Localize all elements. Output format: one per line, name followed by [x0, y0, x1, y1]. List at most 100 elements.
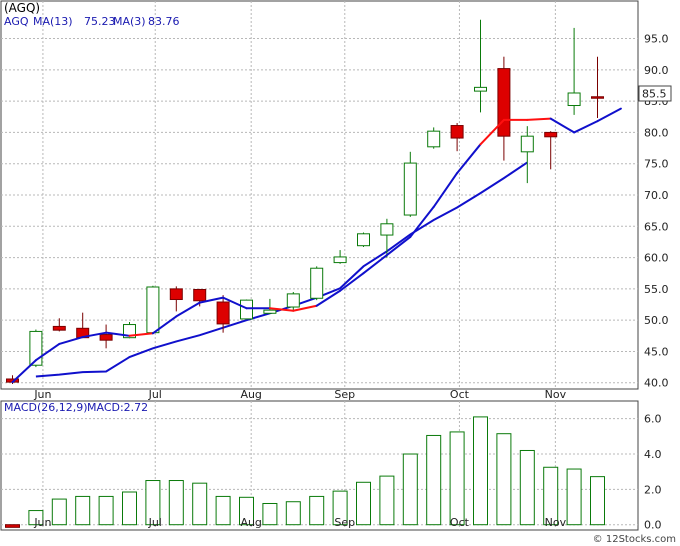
macd-bar	[122, 491, 137, 526]
legend-ma3-value: 83.76	[148, 15, 180, 28]
candle-body	[497, 68, 511, 137]
ma3-segment	[292, 304, 318, 312]
ma3-segment	[81, 331, 108, 339]
legend-symbol: AGQ	[4, 15, 29, 28]
macd-bar	[75, 495, 91, 526]
ma3-segment	[596, 107, 622, 123]
macd-legend-value: MACD:2.72	[87, 401, 148, 414]
price-month-label: Aug	[240, 388, 261, 401]
watermark: © 12Stocks.com	[593, 534, 676, 545]
ma3-segment	[573, 120, 599, 134]
last-price-tag-box	[638, 85, 672, 102]
macd-bar	[309, 495, 325, 526]
ma3-segment	[58, 336, 84, 345]
price-tick-label: 60.0	[644, 252, 669, 265]
candle-body	[403, 162, 417, 216]
macd-bar	[5, 524, 20, 528]
candle-body	[567, 92, 581, 107]
macd-panel: 0.0 2.0 4.0 6.0 MACD(26,12,9) MACD:2.72	[0, 400, 662, 532]
candle-body	[450, 125, 464, 139]
price-tick-label: 50.0	[644, 314, 669, 327]
candle-body	[193, 288, 207, 302]
macd-tick-label: 0.0	[644, 519, 662, 532]
ma3-segment	[198, 296, 225, 304]
ma3-segment	[456, 143, 482, 175]
candle-body	[169, 288, 183, 301]
macd-month-label: Jun	[33, 516, 51, 529]
macd-bar	[98, 495, 114, 526]
candle-body	[310, 267, 324, 299]
last-price-tag: 85.5	[638, 85, 672, 102]
macd-month-label: Nov	[545, 516, 567, 529]
macd-month-label: Aug	[240, 516, 261, 529]
macd-month-label: Jul	[148, 516, 162, 529]
ma3-segment	[549, 117, 576, 134]
macd-month-label: Sep	[334, 516, 355, 529]
macd-bar	[496, 433, 512, 526]
price-month-label: Jul	[148, 388, 162, 401]
macd-bar	[285, 501, 301, 526]
macd-tick-label: 6.0	[644, 413, 662, 426]
candle-body	[52, 325, 66, 331]
ma3-segment	[105, 331, 131, 337]
candle-body	[286, 293, 300, 308]
macd-month-label: Oct	[450, 516, 470, 529]
ma3-segment	[409, 205, 435, 238]
price-x-axis: Jun Jul Aug Sep Oct Nov	[33, 388, 566, 401]
macd-bar	[145, 480, 161, 526]
macd-bar	[519, 449, 535, 526]
ma3-segment	[268, 307, 295, 312]
ma3-segment	[128, 332, 154, 337]
macd-x-axis: Jun Jul Aug Sep Oct Nov	[33, 516, 566, 529]
legend-ma3-label: MA(3)	[113, 15, 146, 28]
candle-body	[544, 131, 558, 138]
price-month-label: Oct	[450, 388, 470, 401]
price-panel-frame	[0, 0, 639, 390]
macd-bar	[426, 434, 442, 526]
candle-body	[474, 86, 487, 92]
candle-body	[427, 130, 441, 148]
macd-histogram	[5, 416, 605, 528]
macd-legend-label: MACD(26,12,9)	[4, 401, 88, 414]
price-panel: 40.045.050.055.060.065.070.075.080.085.0…	[0, 0, 672, 390]
macd-tick-label: 4.0	[644, 448, 662, 461]
ma3-segment	[432, 172, 459, 208]
macd-tick-label: 2.0	[644, 483, 662, 496]
macd-bar	[543, 466, 559, 526]
price-gridlines	[1, 1, 638, 389]
candle-body	[263, 309, 277, 314]
macd-bar	[168, 480, 184, 526]
price-tick-label: 45.0	[644, 345, 669, 358]
candle-body	[146, 286, 160, 334]
price-tick-label: 95.0	[644, 33, 669, 46]
price-tick-label: 40.0	[644, 377, 669, 390]
macd-bar	[590, 476, 605, 526]
ma3-segment	[385, 235, 412, 257]
legend-ma13-value: 75.23	[84, 15, 116, 28]
ma3-segment	[34, 342, 61, 362]
candle-body	[216, 301, 230, 325]
macd-bar	[215, 495, 231, 526]
macd-bar	[566, 468, 582, 526]
last-price-tag-text: 85.5	[642, 88, 667, 101]
price-tick-label: 75.0	[644, 158, 669, 171]
price-tick-label: 70.0	[644, 189, 669, 202]
ma3-segment	[339, 272, 365, 292]
ma3-segment	[526, 117, 552, 121]
candle-body	[29, 330, 43, 366]
price-tick-label: 55.0	[644, 283, 669, 296]
macd-bar	[379, 475, 395, 526]
price-month-label: Sep	[334, 388, 355, 401]
price-month-label: Jun	[33, 388, 51, 401]
candle-body	[240, 299, 253, 320]
macd-axis: 0.0 2.0 4.0 6.0	[644, 413, 662, 532]
macd-bar	[51, 498, 67, 526]
candle-body	[333, 256, 347, 264]
ma3-segment	[315, 289, 342, 307]
ma3-segment	[362, 254, 388, 275]
candle-body	[380, 223, 394, 236]
ma3-segment	[11, 359, 37, 384]
candle-body	[99, 334, 113, 341]
ma3-segment	[479, 118, 505, 146]
